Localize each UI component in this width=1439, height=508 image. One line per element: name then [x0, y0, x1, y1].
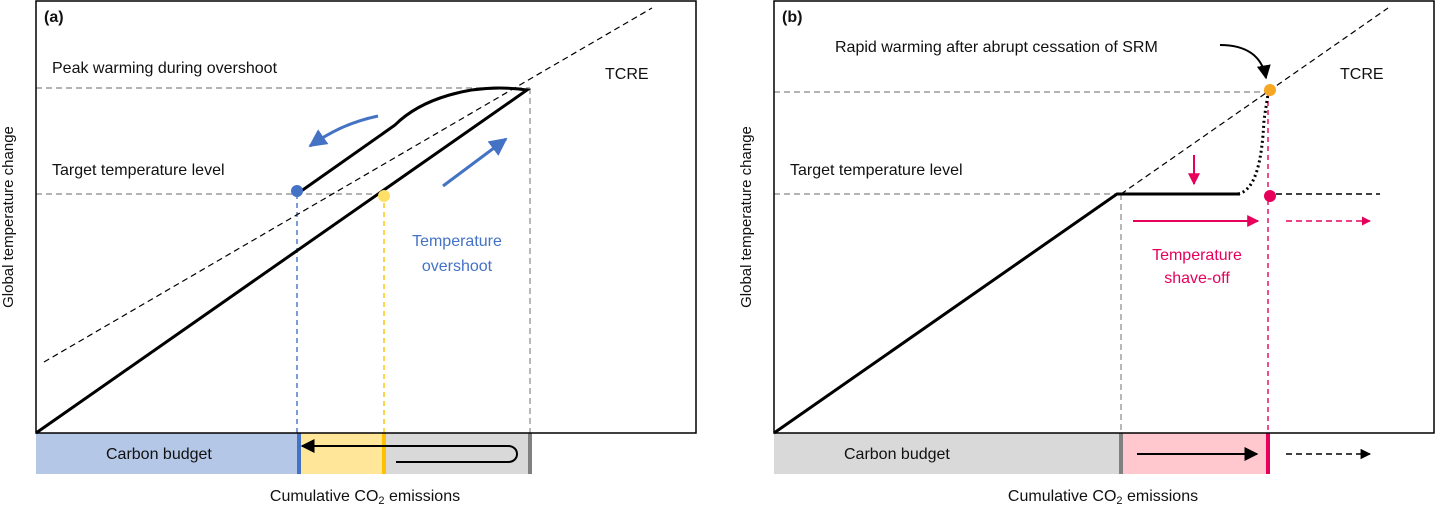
- overshoot-loop-arrow: [300, 439, 518, 463]
- plot-frame-b: [773, 0, 1435, 434]
- srm-curved-arrow: [1219, 44, 1271, 80]
- tcre-label: TCRE: [605, 66, 649, 83]
- ylabel-b: Global temperature change: [738, 126, 755, 308]
- overshoot-bar-gray: [384, 433, 530, 474]
- panel-a: Carbon budget (a) Peak warming during ov…: [0, 0, 697, 507]
- xlabel-b: Cumulative CO2 emissions: [1008, 488, 1198, 507]
- carbon-budget-label-b: Carbon budget: [844, 446, 950, 463]
- overshoot-label-1: Temperature: [412, 233, 502, 250]
- blue-point: [291, 185, 303, 197]
- xlabel-a: Cumulative CO2 emissions: [270, 488, 460, 507]
- srm-label: Rapid warming after abrupt cessation of …: [835, 39, 1158, 56]
- overshoot-curve: [35, 86, 531, 435]
- tcre-label-b: TCRE: [1340, 66, 1384, 83]
- carbon-budget-label: Carbon budget: [106, 446, 212, 463]
- temperature-path-b: [773, 192, 1240, 435]
- carbon-budget-bar-blue: [36, 433, 299, 474]
- blue-up-arrow: [442, 137, 508, 188]
- orange-point: [1264, 84, 1276, 96]
- panel-label-b: (b): [782, 9, 802, 26]
- overshoot-bar-yellow: [299, 433, 384, 474]
- target-temperature-label-b: Target temperature level: [790, 162, 963, 179]
- shave-label-2: shave-off: [1164, 270, 1230, 287]
- srm-cessation-dotted: [1237, 93, 1270, 196]
- plot-frame-a: [35, 0, 697, 434]
- blue-return-arrow: [308, 114, 379, 148]
- yellow-point: [378, 190, 390, 202]
- carbon-budget-bar-gray: [774, 433, 1121, 474]
- overshoot-label-2: overshoot: [422, 258, 493, 275]
- tcre-line-b: [1120, 7, 1389, 195]
- peak-warming-label: Peak warming during overshoot: [52, 60, 278, 77]
- target-temperature-label: Target temperature level: [52, 162, 225, 179]
- shave-label-1: Temperature: [1152, 247, 1242, 264]
- panel-b: Carbon budget (b) Rapid warming after ab…: [738, 0, 1435, 507]
- tcre-line: [43, 7, 653, 363]
- panel-label-a: (a): [44, 9, 64, 26]
- ylabel-a: Global temperature change: [0, 126, 17, 308]
- pink-point: [1264, 190, 1276, 202]
